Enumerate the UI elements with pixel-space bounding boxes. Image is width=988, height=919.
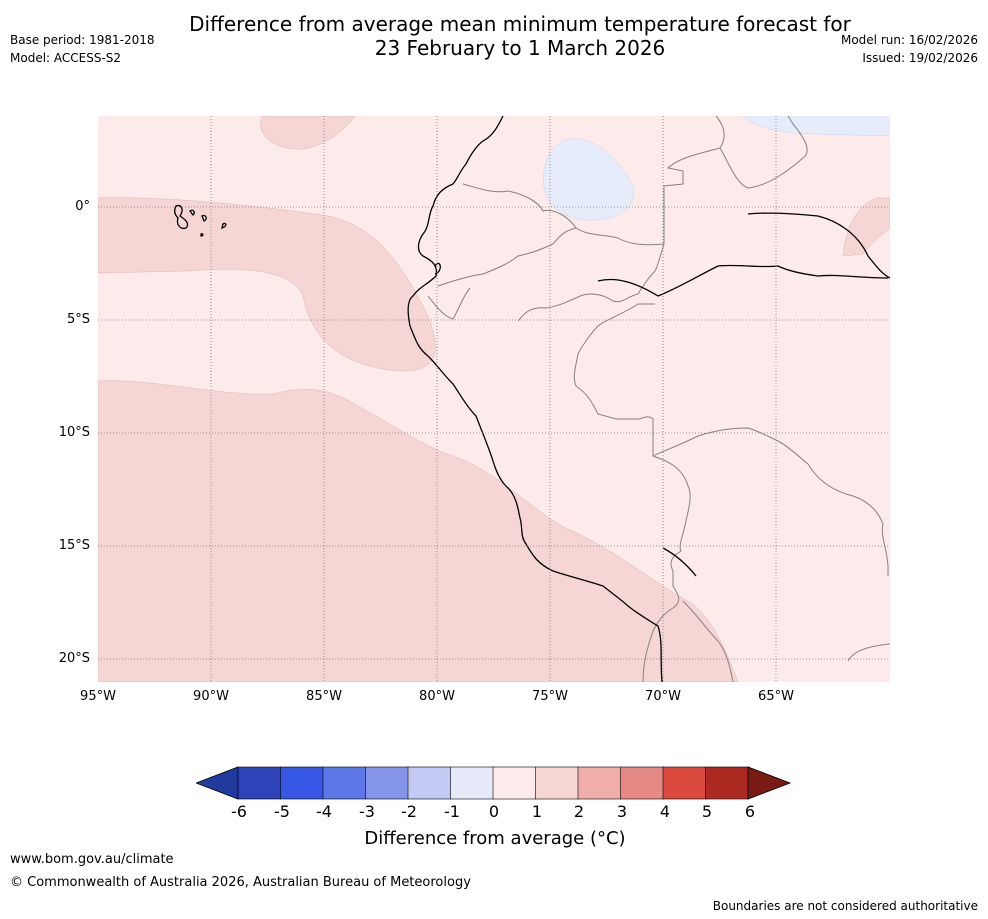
map-canvas: [97, 115, 891, 683]
graticule: [98, 116, 890, 682]
country-borders: [427, 115, 891, 683]
colorbar-tick: -4: [316, 802, 332, 821]
colorbar-tick: -2: [401, 802, 417, 821]
copyright-notice: © Commonwealth of Australia 2026, Austra…: [10, 875, 471, 890]
colorbar-segment: [237, 766, 282, 800]
coastline: [407, 115, 891, 683]
lon-label-80w: 80°W: [419, 689, 455, 704]
anomaly-1-2-east-patch: [842, 197, 891, 257]
lon-label-70w: 70°W: [645, 689, 681, 704]
colorbar-tick: -5: [274, 802, 290, 821]
anomaly-1-2-band-north: [97, 197, 436, 372]
colorbar-tick: -1: [444, 802, 460, 821]
lon-label-90w: 90°W: [193, 689, 229, 704]
lon-label-75w: 75°W: [532, 689, 568, 704]
lon-label-85w: 85°W: [306, 689, 342, 704]
colorbar-segment: [322, 766, 367, 800]
colorbar-tick: 0: [488, 802, 500, 821]
map-title: Difference from average mean minimum tem…: [140, 12, 900, 60]
colorbar-tick: 6: [744, 802, 756, 821]
colorbar-canvas: [194, 766, 792, 800]
lon-label-95w: 95°W: [80, 689, 116, 704]
colorbar-label: Difference from average (°C): [364, 828, 626, 849]
website-link[interactable]: www.bom.gov.au/climate: [10, 852, 174, 867]
colorbar-segment: [620, 766, 664, 800]
colorbar-segment: [662, 766, 707, 800]
colorbar-tick: 3: [616, 802, 628, 821]
colorbar-segment: [492, 766, 537, 800]
colorbar-tick: -3: [359, 802, 375, 821]
lat-label-10s: 10°S: [58, 425, 90, 440]
galapagos-islands: [174, 204, 227, 237]
lon-label-65w: 65°W: [758, 689, 794, 704]
title-line-1: Difference from average mean minimum tem…: [189, 12, 851, 36]
colorbar-arrow-high: [747, 766, 792, 800]
colorbar-segment: [450, 766, 494, 800]
boundaries-disclaimer: Boundaries are not considered authoritat…: [712, 899, 978, 913]
colorbar-tick: 5: [701, 802, 713, 821]
anomaly-neg-patch-northeast: [742, 115, 891, 137]
lat-label-5s: 5°S: [66, 312, 90, 327]
colorbar-segment: [365, 766, 409, 800]
colorbar-tick: 2: [573, 802, 585, 821]
lat-label-15s: 15°S: [58, 538, 90, 553]
anomaly-1-2-south: [97, 380, 739, 683]
colorbar-tick: -6: [231, 802, 247, 821]
anomaly-1-2-north-patch: [260, 115, 357, 150]
lat-label-20s: 20°S: [58, 651, 90, 666]
colorbar-tick: 1: [531, 802, 543, 821]
base-period: Base period: 1981-2018: [10, 33, 155, 47]
colorbar-tick: 4: [659, 802, 671, 821]
anomaly-neg-patch-colombia: [543, 138, 635, 221]
colorbar-segment: [407, 766, 452, 800]
colorbar-segment: [280, 766, 324, 800]
forecast-map: [97, 115, 891, 683]
model-name: Model: ACCESS-S2: [10, 51, 122, 65]
colorbar-segment: [577, 766, 622, 800]
colorbar-segment: [535, 766, 579, 800]
model-run: Model run: 16/02/2026: [840, 33, 978, 47]
title-line-2: 23 February to 1 March 2026: [374, 36, 666, 60]
issued-date: Issued: 19/02/2026: [862, 51, 978, 65]
colorbar: [194, 764, 794, 804]
colorbar-segment: [705, 766, 749, 800]
colorbar-arrow-low: [194, 766, 239, 800]
lat-label-0: 0°: [75, 199, 90, 214]
